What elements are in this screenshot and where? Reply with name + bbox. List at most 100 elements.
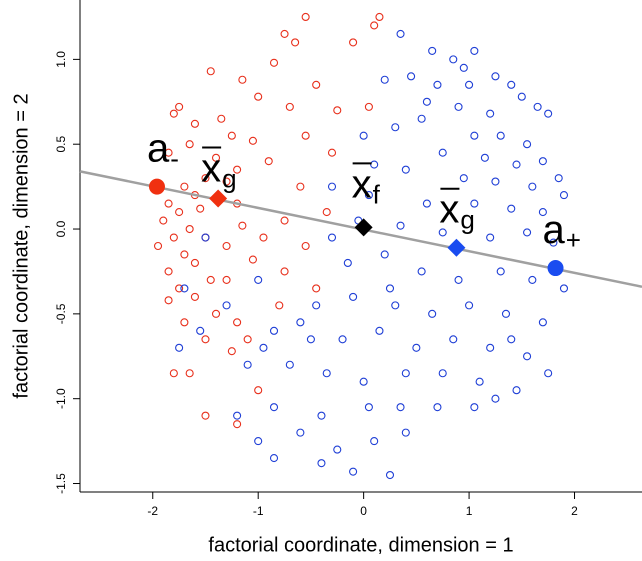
point — [254, 275, 263, 284]
point — [201, 174, 210, 183]
point — [391, 123, 400, 132]
point — [343, 258, 352, 268]
point — [364, 403, 373, 412]
point — [438, 369, 447, 378]
point — [169, 369, 178, 378]
point — [291, 38, 300, 47]
x-tick-label: 2 — [571, 504, 578, 518]
point — [465, 301, 474, 310]
point — [449, 55, 458, 64]
point — [164, 296, 173, 305]
point — [396, 221, 405, 230]
point — [512, 160, 521, 169]
point — [327, 148, 337, 157]
point — [433, 403, 442, 412]
point — [269, 58, 279, 67]
point — [285, 360, 294, 369]
label-sub: f — [373, 179, 381, 209]
point — [364, 191, 373, 200]
label: x — [201, 146, 221, 190]
point — [333, 106, 342, 115]
point — [201, 411, 210, 420]
highlight-diamond — [209, 189, 228, 208]
point — [491, 72, 500, 81]
point — [301, 12, 310, 22]
point — [254, 92, 263, 101]
point — [196, 204, 205, 213]
point — [153, 241, 163, 251]
label: x — [352, 162, 372, 206]
point — [364, 102, 373, 111]
point — [470, 131, 479, 140]
highlight-diamond — [354, 218, 373, 237]
point — [164, 199, 173, 208]
point — [559, 284, 569, 293]
point — [222, 241, 231, 251]
point — [206, 67, 215, 76]
x-tick-label: -2 — [147, 504, 158, 518]
point — [269, 454, 279, 463]
point — [438, 228, 447, 237]
point — [544, 109, 553, 118]
point — [349, 467, 358, 476]
point — [359, 131, 368, 140]
point — [169, 233, 178, 242]
point — [422, 199, 431, 208]
point — [206, 275, 215, 284]
point — [375, 326, 384, 335]
point — [233, 165, 242, 174]
point — [285, 102, 294, 111]
y-tick-label: -1.0 — [54, 388, 68, 409]
point — [538, 318, 547, 327]
point — [480, 153, 489, 162]
point — [264, 157, 273, 166]
point — [396, 403, 405, 412]
point — [175, 284, 184, 293]
point — [312, 80, 321, 89]
point — [380, 75, 389, 84]
point — [280, 29, 289, 38]
y-tick-label: 1.0 — [54, 51, 68, 68]
point — [428, 309, 437, 318]
point — [486, 233, 495, 242]
point — [517, 92, 526, 101]
point — [238, 75, 247, 84]
point — [327, 233, 337, 242]
x-tick-label: 0 — [360, 504, 367, 518]
point — [523, 140, 532, 149]
highlight-point — [547, 260, 564, 277]
label: x — [439, 188, 459, 232]
label: a — [147, 127, 170, 171]
point — [322, 208, 331, 217]
point — [554, 174, 563, 183]
y-tick-label: -0.5 — [54, 303, 68, 324]
point — [296, 428, 305, 437]
point — [470, 403, 479, 412]
point — [370, 21, 379, 30]
point — [538, 157, 547, 166]
label-sub: g — [460, 205, 474, 235]
point — [412, 343, 421, 352]
point — [275, 301, 284, 310]
x-axis-title: factorial coordinate, dimension = 1 — [208, 534, 513, 556]
point — [227, 131, 236, 140]
point — [391, 301, 400, 310]
point — [164, 148, 173, 157]
point — [528, 275, 537, 284]
point — [180, 284, 189, 293]
point — [385, 284, 395, 293]
point — [180, 250, 189, 259]
point — [438, 148, 447, 157]
point — [454, 275, 463, 284]
point — [254, 437, 263, 446]
point — [180, 318, 189, 327]
point — [349, 292, 358, 301]
point — [175, 208, 184, 217]
point — [370, 160, 379, 169]
highlight-point — [148, 178, 165, 195]
point — [222, 177, 231, 186]
point — [507, 335, 516, 344]
point — [559, 191, 569, 200]
point — [211, 309, 221, 318]
